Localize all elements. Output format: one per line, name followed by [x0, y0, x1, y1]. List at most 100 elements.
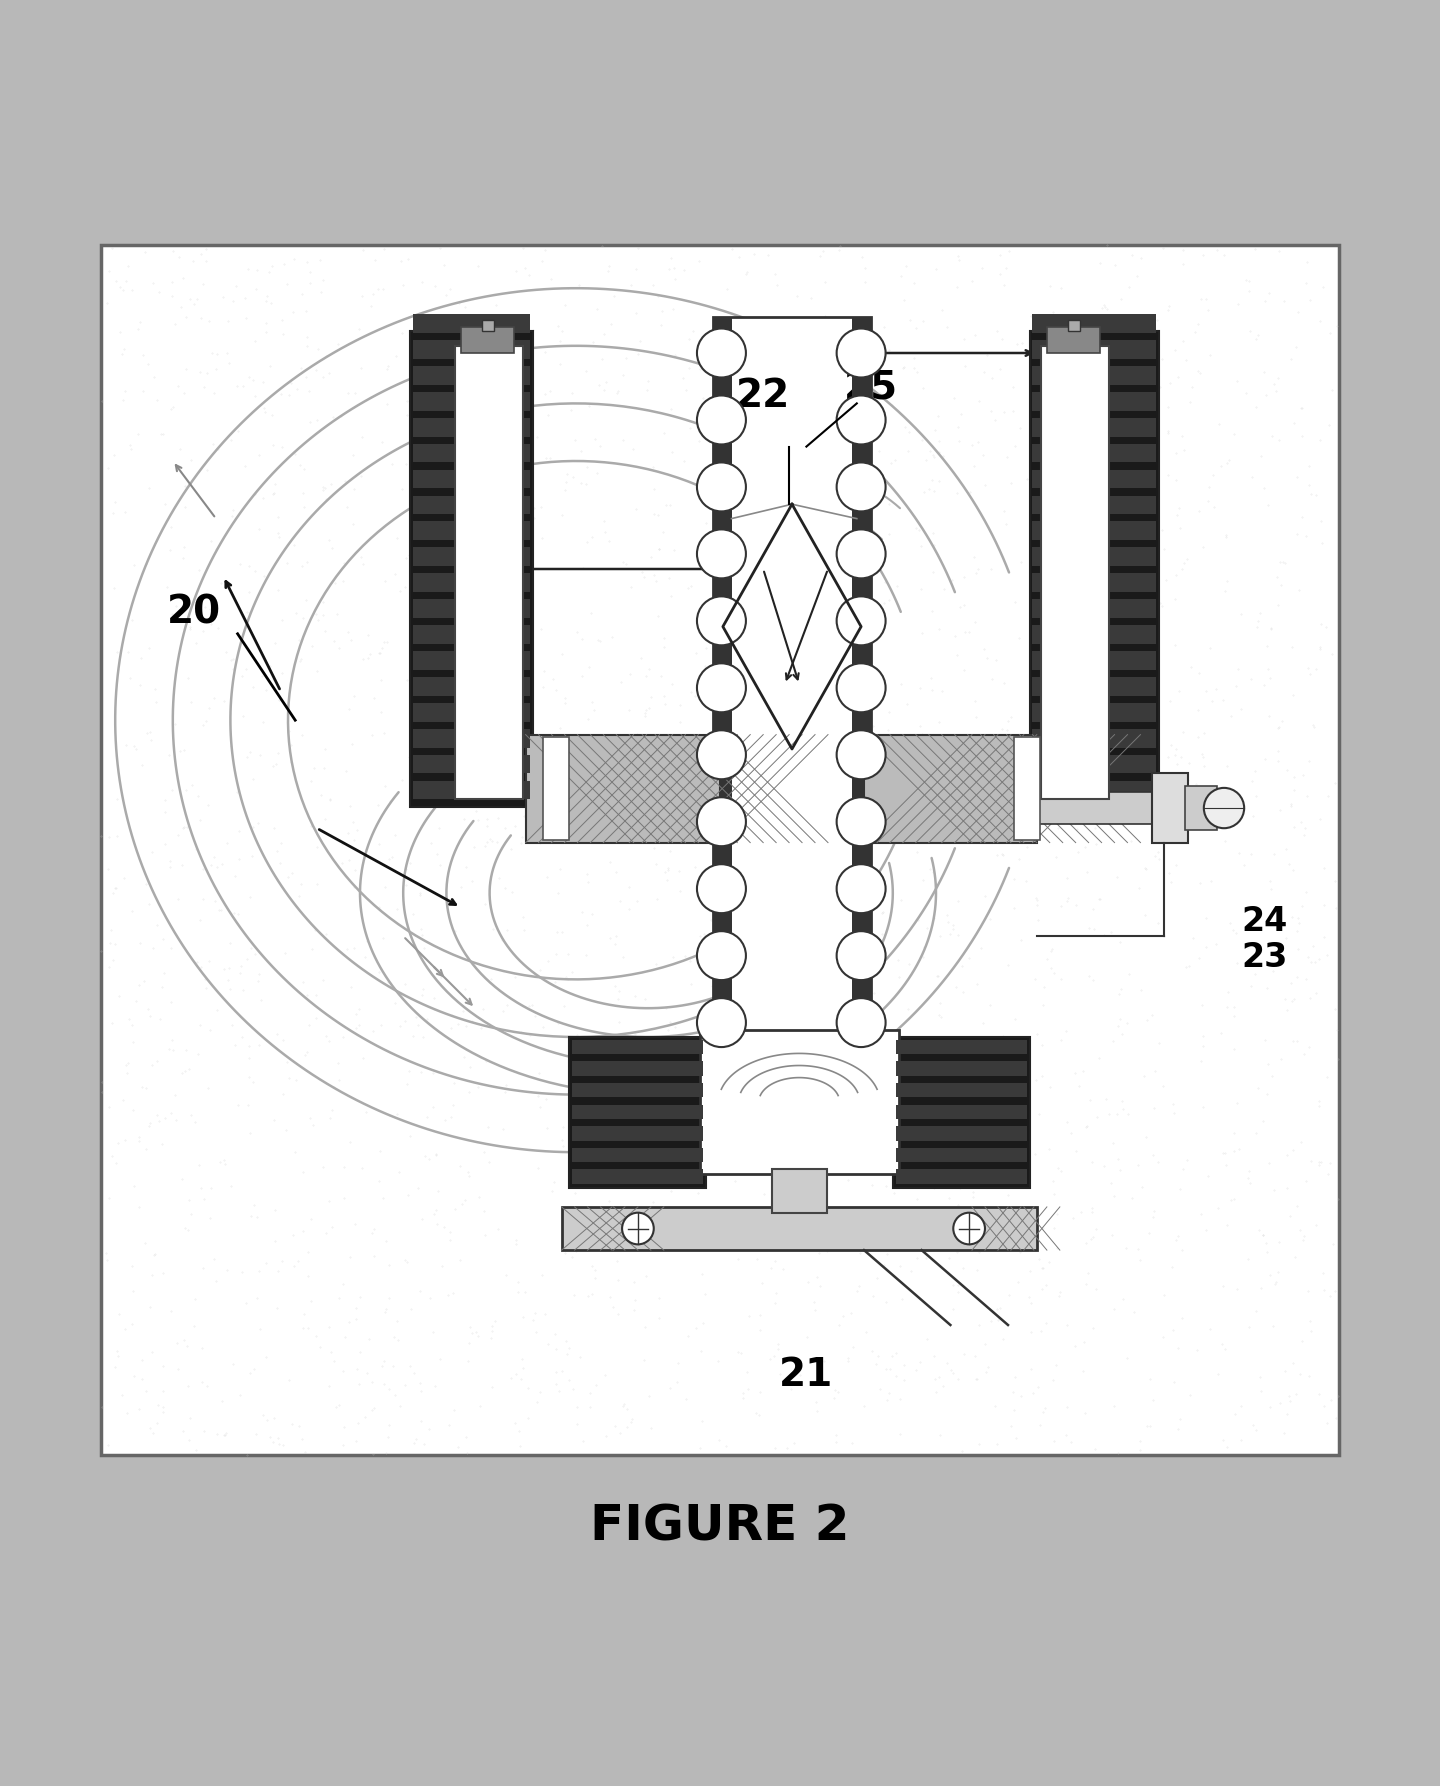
FancyBboxPatch shape: [1032, 314, 1156, 332]
FancyBboxPatch shape: [1032, 780, 1156, 800]
FancyBboxPatch shape: [526, 734, 720, 843]
FancyBboxPatch shape: [413, 314, 530, 332]
FancyBboxPatch shape: [713, 316, 732, 1066]
FancyBboxPatch shape: [1034, 793, 1164, 823]
FancyBboxPatch shape: [482, 320, 494, 332]
FancyBboxPatch shape: [896, 1170, 1027, 1184]
Circle shape: [697, 864, 746, 913]
FancyBboxPatch shape: [1032, 443, 1156, 463]
Circle shape: [837, 663, 886, 713]
FancyBboxPatch shape: [572, 1170, 703, 1184]
Circle shape: [697, 931, 746, 981]
Text: 25: 25: [844, 370, 899, 407]
Circle shape: [837, 931, 886, 981]
FancyBboxPatch shape: [413, 652, 530, 670]
Circle shape: [697, 529, 746, 579]
FancyBboxPatch shape: [1032, 470, 1156, 488]
Circle shape: [697, 463, 746, 511]
FancyBboxPatch shape: [1032, 573, 1156, 591]
FancyBboxPatch shape: [413, 755, 530, 773]
Circle shape: [1204, 788, 1244, 829]
Text: 20: 20: [167, 593, 222, 630]
FancyBboxPatch shape: [1032, 391, 1156, 411]
FancyBboxPatch shape: [572, 1148, 703, 1163]
Circle shape: [697, 730, 746, 779]
Circle shape: [837, 797, 886, 847]
Circle shape: [837, 529, 886, 579]
FancyBboxPatch shape: [572, 1127, 703, 1141]
FancyBboxPatch shape: [413, 573, 530, 591]
Text: 22: 22: [736, 377, 791, 414]
FancyBboxPatch shape: [896, 1061, 1027, 1075]
FancyBboxPatch shape: [852, 316, 871, 1066]
FancyBboxPatch shape: [413, 470, 530, 488]
Text: 24: 24: [1241, 906, 1287, 938]
FancyBboxPatch shape: [1032, 729, 1156, 748]
FancyBboxPatch shape: [413, 418, 530, 436]
FancyBboxPatch shape: [572, 1106, 703, 1120]
FancyBboxPatch shape: [1032, 652, 1156, 670]
FancyBboxPatch shape: [896, 1127, 1027, 1141]
FancyBboxPatch shape: [864, 734, 1037, 843]
FancyBboxPatch shape: [1032, 547, 1156, 566]
Text: 23: 23: [1241, 941, 1287, 975]
FancyBboxPatch shape: [413, 522, 530, 539]
FancyBboxPatch shape: [1032, 366, 1156, 384]
FancyBboxPatch shape: [713, 316, 871, 1066]
FancyBboxPatch shape: [543, 738, 569, 839]
FancyBboxPatch shape: [1032, 339, 1156, 359]
FancyBboxPatch shape: [413, 780, 530, 800]
FancyBboxPatch shape: [410, 332, 533, 807]
FancyBboxPatch shape: [455, 346, 523, 800]
FancyBboxPatch shape: [1030, 332, 1159, 807]
FancyBboxPatch shape: [101, 245, 1339, 1454]
FancyBboxPatch shape: [1047, 327, 1100, 354]
Text: 21: 21: [779, 1356, 834, 1395]
FancyBboxPatch shape: [1032, 625, 1156, 645]
FancyBboxPatch shape: [413, 339, 530, 359]
FancyBboxPatch shape: [413, 443, 530, 463]
FancyBboxPatch shape: [413, 366, 530, 384]
FancyBboxPatch shape: [1032, 677, 1156, 697]
Circle shape: [697, 597, 746, 645]
FancyBboxPatch shape: [1032, 418, 1156, 436]
FancyBboxPatch shape: [1032, 495, 1156, 514]
Circle shape: [837, 864, 886, 913]
Circle shape: [697, 998, 746, 1047]
FancyBboxPatch shape: [413, 495, 530, 514]
Circle shape: [837, 463, 886, 511]
FancyBboxPatch shape: [572, 1061, 703, 1075]
FancyBboxPatch shape: [896, 1082, 1027, 1097]
FancyBboxPatch shape: [1185, 786, 1217, 830]
Circle shape: [837, 730, 886, 779]
FancyBboxPatch shape: [1032, 755, 1156, 773]
FancyBboxPatch shape: [413, 729, 530, 748]
FancyBboxPatch shape: [1014, 738, 1040, 839]
FancyBboxPatch shape: [572, 1039, 703, 1054]
FancyBboxPatch shape: [893, 1038, 1030, 1188]
Circle shape: [697, 395, 746, 445]
FancyBboxPatch shape: [896, 1039, 1027, 1054]
Circle shape: [697, 797, 746, 847]
Circle shape: [837, 597, 886, 645]
FancyBboxPatch shape: [772, 1170, 827, 1213]
Circle shape: [622, 1213, 654, 1245]
FancyBboxPatch shape: [461, 327, 514, 354]
FancyBboxPatch shape: [1032, 704, 1156, 722]
FancyBboxPatch shape: [1032, 522, 1156, 539]
FancyBboxPatch shape: [413, 391, 530, 411]
Text: FIGURE 2: FIGURE 2: [590, 1502, 850, 1550]
FancyBboxPatch shape: [569, 1038, 706, 1188]
Circle shape: [697, 663, 746, 713]
FancyBboxPatch shape: [572, 1082, 703, 1097]
FancyBboxPatch shape: [700, 1031, 899, 1173]
Circle shape: [837, 998, 886, 1047]
FancyBboxPatch shape: [896, 1106, 1027, 1120]
FancyBboxPatch shape: [1041, 346, 1109, 800]
FancyBboxPatch shape: [413, 625, 530, 645]
Circle shape: [953, 1213, 985, 1245]
FancyBboxPatch shape: [1068, 320, 1080, 332]
FancyBboxPatch shape: [896, 1148, 1027, 1163]
FancyBboxPatch shape: [413, 677, 530, 697]
FancyBboxPatch shape: [413, 600, 530, 618]
